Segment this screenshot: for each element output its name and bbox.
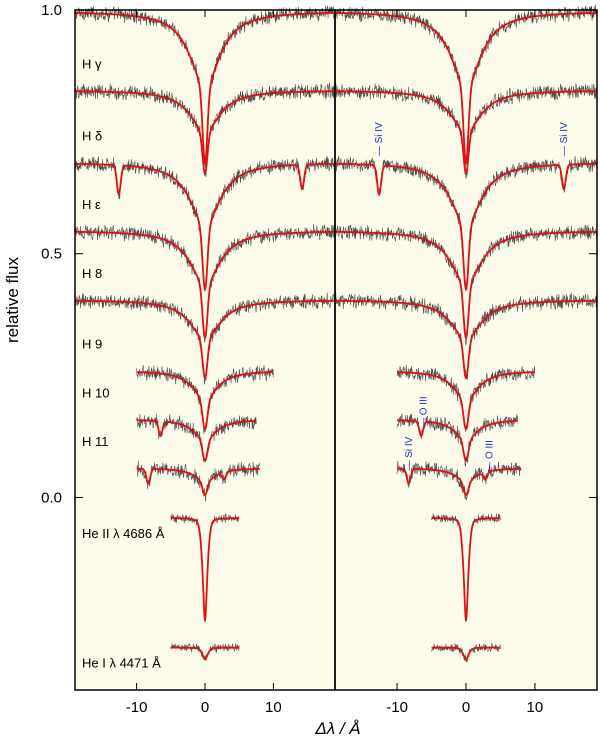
- y-axis-title: relative flux: [3, 257, 22, 343]
- left-model-h: [74, 230, 336, 341]
- ion-annotation: — Si IV: [374, 122, 385, 156]
- right-panel-spectra: [334, 4, 598, 663]
- right-model-h: [334, 11, 598, 166]
- tick-labels: -10 0 10 -10 0 10 0.0 0.5 1.0: [41, 2, 543, 716]
- right-model-h-9: [397, 371, 535, 431]
- x-tick-label: 0: [201, 699, 209, 716]
- series-label: H δ: [82, 129, 102, 144]
- left-model-h-9: [136, 371, 274, 431]
- x-tick-label: 10: [527, 699, 544, 716]
- series-label: H 11: [82, 434, 109, 449]
- y-tick-label: 0.5: [41, 246, 62, 263]
- right-model-he-i-4471: [431, 646, 501, 661]
- left-model-h: [74, 11, 336, 166]
- right-observed-h: [334, 82, 598, 179]
- ticks: [75, 9, 597, 690]
- series-label: He II λ 4686 Å: [82, 526, 165, 541]
- left-observed-h-11: [136, 460, 261, 502]
- series-label: H 8: [82, 266, 102, 281]
- series-label: He I λ 4471 Å: [82, 656, 161, 671]
- x-tick-label: 0: [462, 699, 470, 716]
- ion-annotation: — Si IV: [404, 436, 415, 470]
- series-label: H 9: [82, 337, 102, 352]
- right-panel-background: [335, 10, 597, 690]
- ion-annotation: — Si IV: [559, 122, 570, 156]
- right-model-h-8: [334, 299, 598, 380]
- x-tick-label: -10: [126, 699, 148, 716]
- left-model-h-8: [74, 299, 336, 380]
- series-label: H 10: [82, 386, 109, 401]
- x-tick-label: -10: [386, 699, 408, 716]
- left-panel-background: [75, 10, 335, 690]
- left-model-he-i-4471: [170, 646, 240, 661]
- right-observed-h-10: [396, 413, 519, 468]
- series-label: H ε: [82, 197, 101, 212]
- right-model-h: [334, 230, 598, 341]
- ion-annotation: — O III: [484, 440, 495, 472]
- left-observed-h-10: [136, 413, 257, 463]
- y-tick-label: 0.0: [41, 490, 62, 507]
- right-model-h: [334, 90, 598, 175]
- left-model-he-ii-4686: [170, 517, 240, 623]
- left-model-h-10: [136, 419, 257, 462]
- right-model-h-10: [397, 419, 518, 462]
- left-model-h-11: [136, 467, 260, 496]
- right-model-h: [334, 162, 598, 292]
- ion-annotation: — O III: [418, 396, 429, 428]
- series-label: H γ: [82, 56, 102, 71]
- y-tick-label: 1.0: [41, 2, 62, 19]
- right-model-h-11: [397, 467, 522, 496]
- x-tick-label: 10: [265, 699, 282, 716]
- left-model-h: [74, 162, 336, 292]
- left-panel-spectra: [74, 5, 336, 662]
- right-model-he-ii-4686: [431, 517, 501, 623]
- left-model-h: [74, 90, 336, 176]
- ion-annotations: — Si IV — Si IV— O III— Si IV — O III: [374, 122, 570, 472]
- x-axis-title: Δλ / Å: [314, 719, 360, 738]
